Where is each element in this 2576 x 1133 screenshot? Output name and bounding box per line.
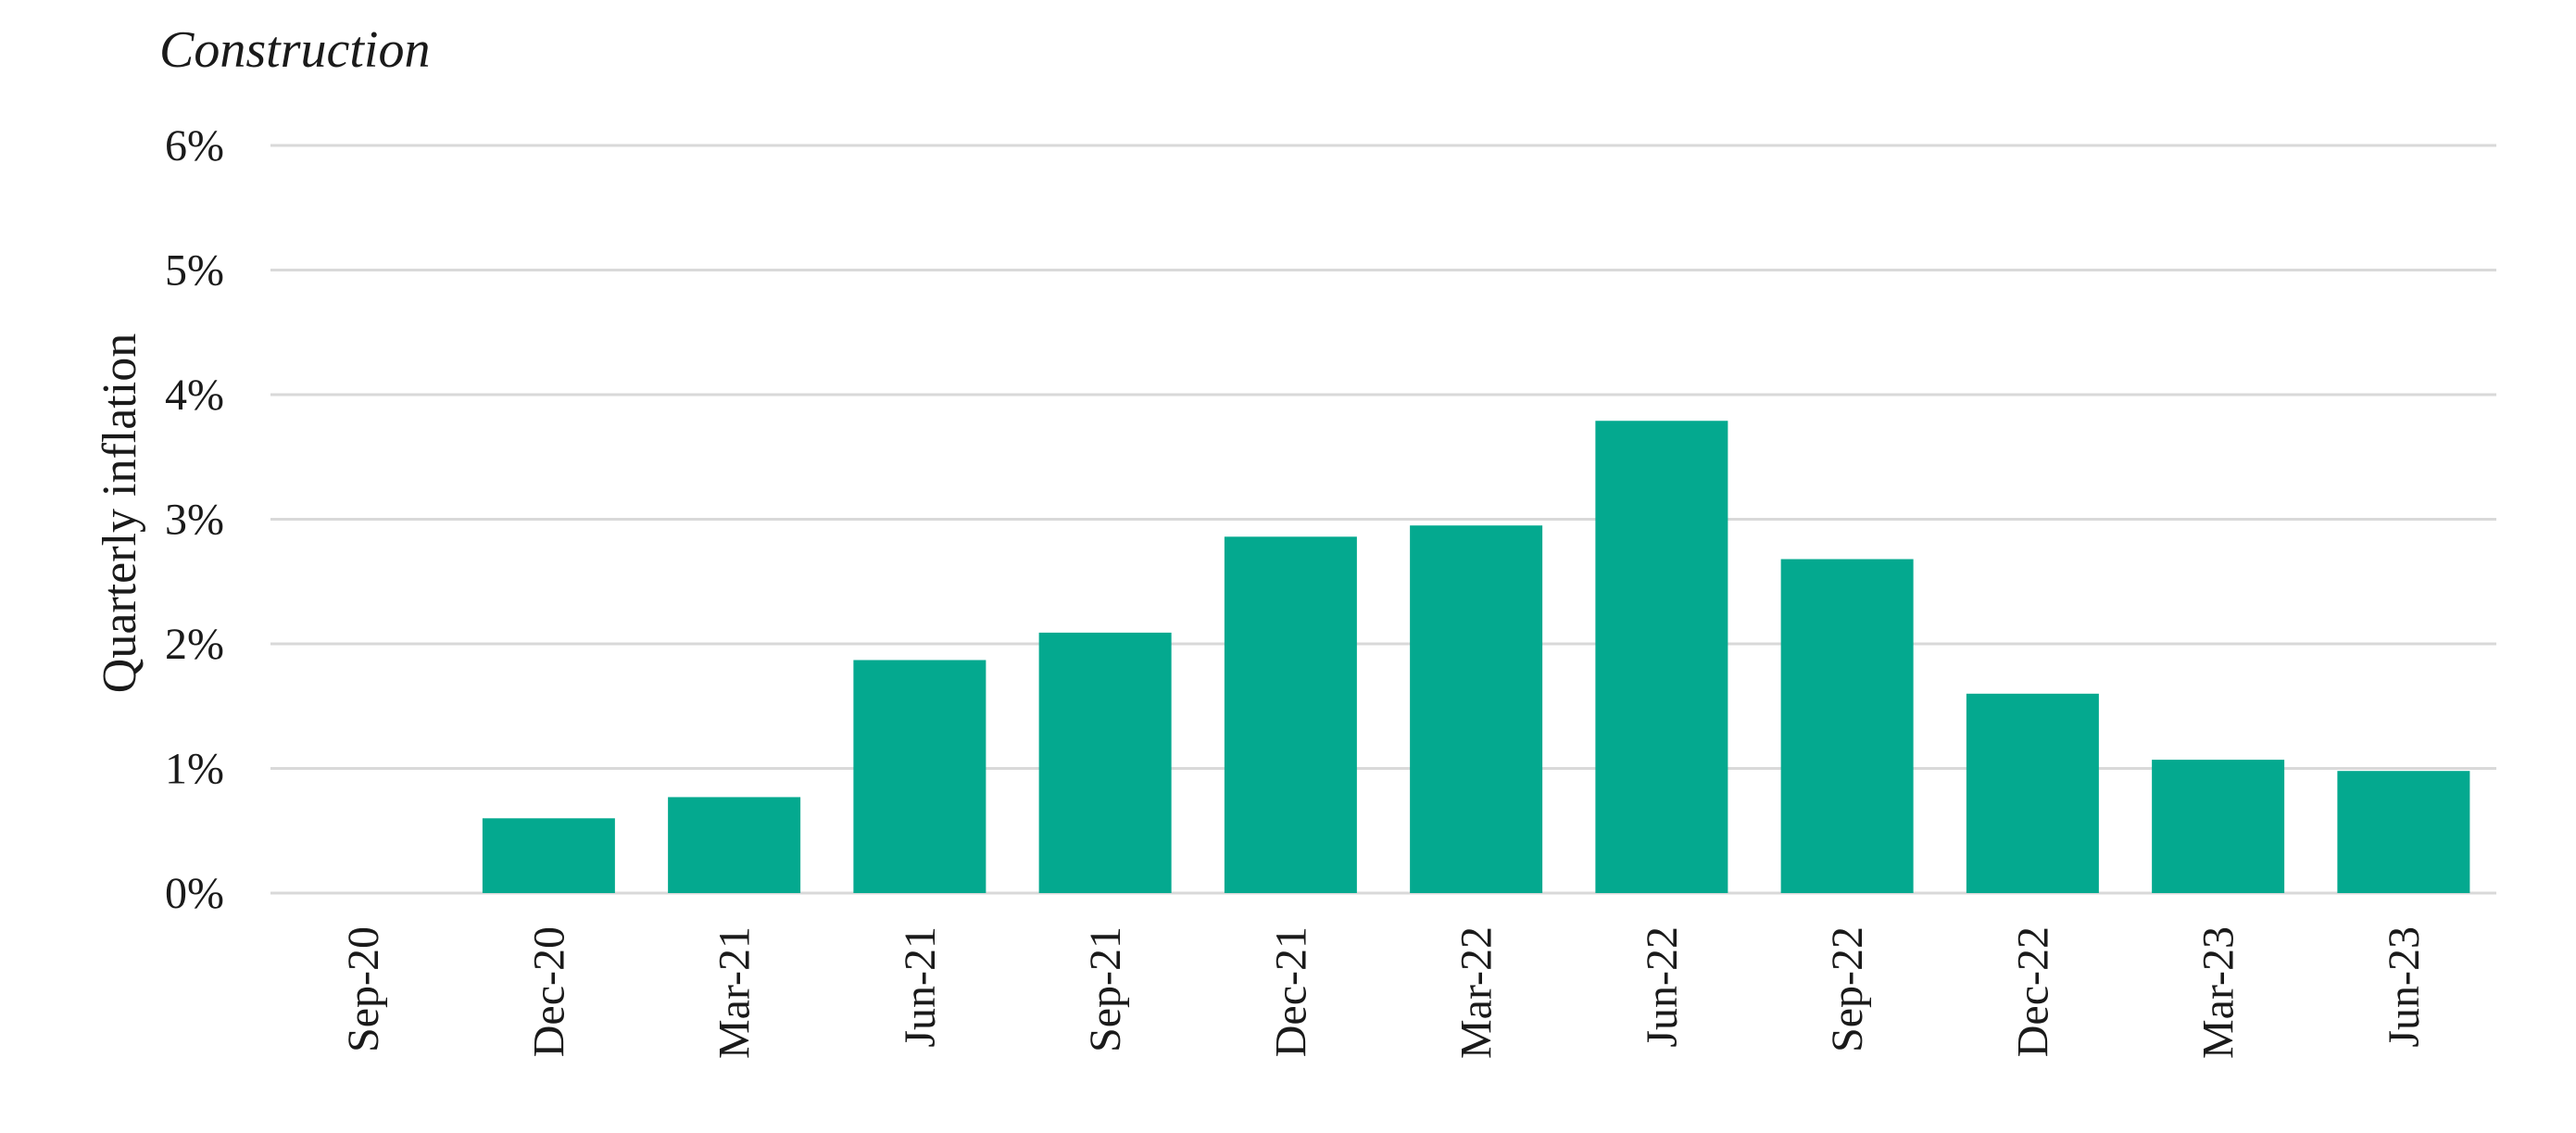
bar [668, 797, 801, 893]
bar [482, 818, 615, 893]
x-tick-label: Jun-21 [896, 926, 945, 1048]
bar [1038, 632, 1172, 893]
bar [1595, 421, 1728, 893]
x-tick-label: Sep-21 [1081, 926, 1130, 1052]
bar [853, 660, 986, 893]
x-tick-label: Mar-21 [710, 926, 760, 1059]
bar [1966, 693, 2099, 893]
y-tick-label: 1% [165, 745, 224, 794]
y-axis-label: Quarterly inflation [94, 334, 146, 693]
bar [2337, 771, 2470, 893]
bars [482, 421, 2470, 893]
y-tick-labels: 0% 1% 2% 3% 4% 5% 6% [165, 121, 224, 918]
y-tick-label: 3% [165, 496, 224, 545]
bar [2152, 760, 2285, 893]
chart-title: Construction [159, 21, 430, 79]
gridlines [270, 144, 2496, 895]
x-tick-label: Dec-21 [1266, 926, 1315, 1057]
y-tick-label: 0% [165, 869, 224, 918]
y-tick-label: 4% [165, 371, 224, 420]
y-tick-label: 6% [165, 121, 224, 170]
y-tick-label: 5% [165, 246, 224, 296]
x-tick-label: Mar-23 [2194, 926, 2243, 1059]
x-tick-label: Sep-22 [1823, 926, 1872, 1052]
bar [1224, 536, 1357, 893]
x-tick-label: Mar-22 [1452, 926, 1502, 1059]
x-tick-label: Jun-23 [2380, 926, 2429, 1048]
x-tick-label: Dec-22 [2008, 926, 2057, 1057]
x-tick-label: Jun-22 [1638, 926, 1687, 1048]
x-tick-labels: Sep-20 Dec-20 Mar-21 Jun-21 Sep-21 Dec-21 Mar-… [339, 926, 2429, 1059]
x-tick-label: Sep-20 [339, 926, 388, 1052]
bar [1780, 559, 1914, 893]
x-tick-label: Dec-20 [524, 926, 573, 1057]
bar [1410, 525, 1543, 893]
y-tick-label: 2% [165, 620, 224, 669]
